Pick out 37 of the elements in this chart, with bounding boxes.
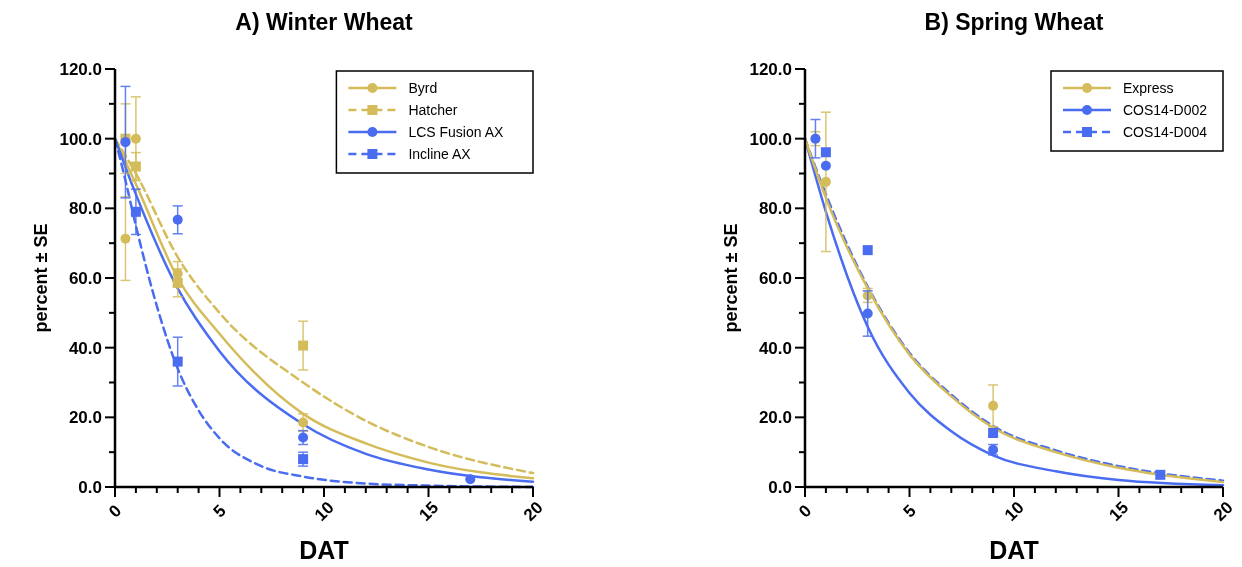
- legend-label: Hatcher: [408, 101, 458, 118]
- x-axis-title: DAT: [989, 536, 1039, 564]
- x-tick-label: 5: [899, 501, 920, 522]
- legend-label: Byrd: [408, 79, 438, 96]
- y-tick-label: 0.0: [78, 477, 102, 497]
- y-tick-label: 40.0: [758, 338, 792, 358]
- legend-label: Incline AX: [408, 145, 472, 162]
- y-axis-title: percent ± SE: [721, 223, 741, 333]
- y-tick-label: 20.0: [68, 408, 102, 428]
- y-tick-label: 100.0: [749, 129, 792, 149]
- legend-label: COS14-D002: [1123, 101, 1208, 118]
- x-tick-label: 15: [1105, 497, 1133, 525]
- y-tick-label: 40.0: [68, 338, 102, 358]
- chart-title: B) Spring Wheat: [924, 9, 1104, 35]
- x-tick-label: 0: [105, 501, 126, 522]
- y-tick-label: 20.0: [758, 408, 792, 428]
- y-tick-label: 60.0: [758, 268, 792, 288]
- y-axis-title: percent ± SE: [31, 223, 51, 333]
- y-tick-label: 120.0: [749, 59, 792, 79]
- y-tick-label: 80.0: [68, 199, 102, 219]
- x-tick-label: 10: [1000, 497, 1028, 525]
- legend-label: Express: [1123, 79, 1174, 96]
- x-tick-label: 15: [415, 497, 443, 525]
- legend-label: COS14-D004: [1123, 123, 1208, 140]
- y-tick-label: 80.0: [758, 199, 792, 219]
- x-tick-label: 0: [795, 501, 816, 522]
- x-tick-label: 20: [1209, 497, 1237, 525]
- y-tick-label: 120.0: [59, 59, 102, 79]
- y-tick-label: 60.0: [68, 268, 102, 288]
- chart-title: A) Winter Wheat: [235, 9, 414, 35]
- x-tick-label: 5: [209, 501, 230, 522]
- x-tick-label: 20: [519, 497, 547, 525]
- legend-label: LCS Fusion AX: [408, 123, 504, 140]
- y-tick-label: 100.0: [59, 129, 102, 149]
- x-tick-label: 10: [310, 497, 338, 525]
- y-tick-label: 0.0: [768, 477, 792, 497]
- x-axis-title: DAT: [299, 536, 349, 564]
